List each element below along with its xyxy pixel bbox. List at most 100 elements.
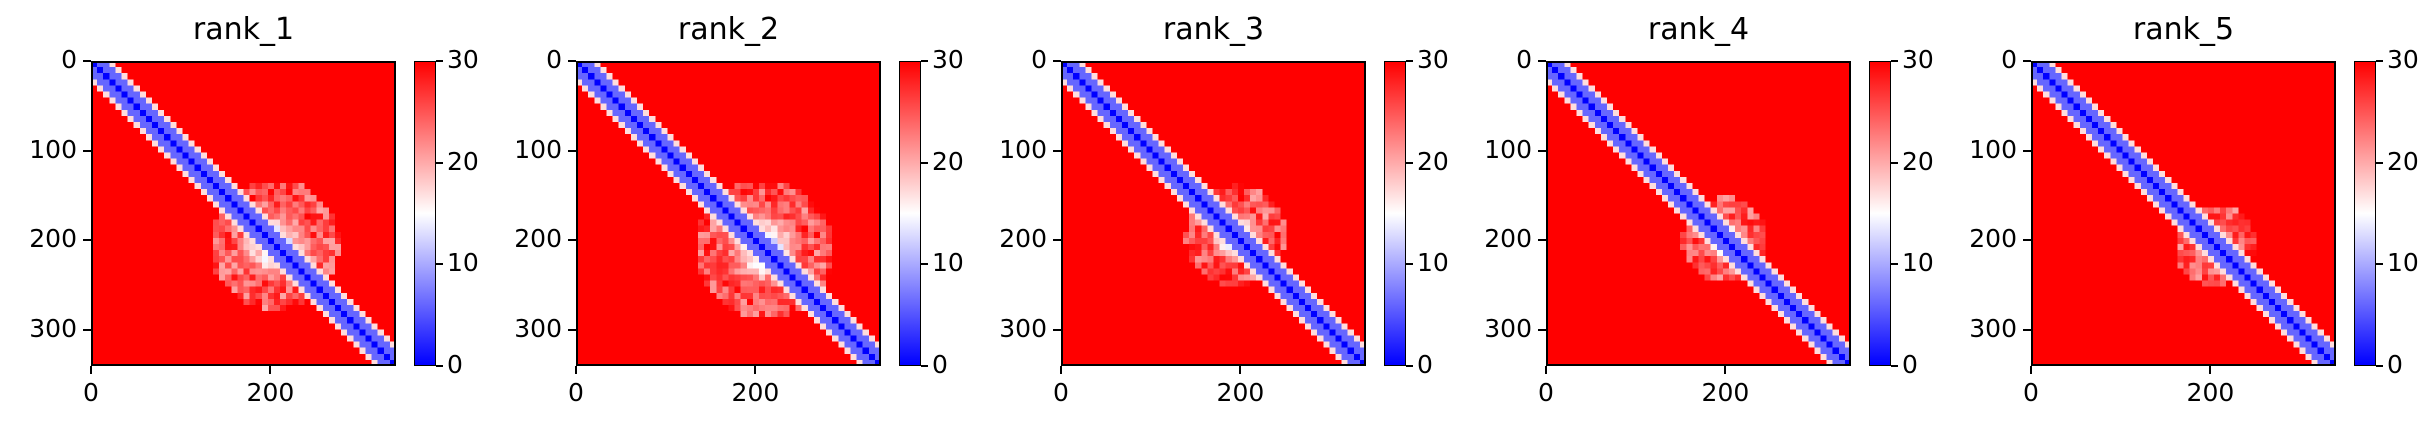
heatmap-cell bbox=[206, 225, 214, 233]
heatmap-cell bbox=[856, 237, 864, 245]
heatmap-cell bbox=[612, 201, 620, 208]
heatmap-cell bbox=[371, 164, 379, 172]
heatmap-cell bbox=[182, 128, 190, 135]
heatmap-cell bbox=[771, 158, 778, 166]
heatmap-cell bbox=[844, 347, 852, 355]
heatmap-cell bbox=[728, 109, 736, 117]
heatmap-cell bbox=[139, 103, 147, 111]
heatmap-cell bbox=[746, 91, 754, 99]
heatmap-cell bbox=[710, 311, 717, 318]
heatmap-cell bbox=[353, 341, 360, 349]
heatmap-cell bbox=[752, 207, 760, 215]
heatmap-cell bbox=[710, 274, 717, 282]
heatmap-cell bbox=[862, 237, 870, 245]
heatmap-cell bbox=[862, 140, 870, 147]
heatmap-cell bbox=[194, 317, 202, 324]
heatmap-cell bbox=[274, 97, 281, 105]
heatmap-cell bbox=[576, 305, 583, 312]
heatmap-cell bbox=[673, 329, 681, 337]
heatmap-cell bbox=[679, 323, 687, 330]
heatmap-cell bbox=[97, 311, 104, 318]
heatmap-cell bbox=[231, 353, 238, 361]
heatmap-cell bbox=[807, 207, 815, 215]
heatmap-cell bbox=[383, 268, 391, 276]
heatmap-cell bbox=[679, 292, 687, 300]
heatmap-cell bbox=[194, 79, 202, 86]
heatmap-cell bbox=[691, 231, 699, 239]
heatmap-cell bbox=[728, 103, 736, 111]
heatmap-cell bbox=[237, 317, 245, 324]
heatmap-cell bbox=[746, 122, 754, 129]
heatmap-cell bbox=[213, 140, 220, 147]
heatmap-cell bbox=[286, 140, 293, 147]
heatmap-cell bbox=[759, 109, 766, 117]
heatmap-cell bbox=[777, 292, 784, 300]
heatmap-cell bbox=[182, 189, 190, 196]
heatmap-cell bbox=[170, 274, 177, 282]
heatmap-cell bbox=[298, 67, 306, 74]
heatmap-cell bbox=[637, 268, 644, 276]
heatmap-cell bbox=[274, 128, 281, 135]
heatmap-cell bbox=[91, 109, 98, 117]
heatmap-cell bbox=[341, 152, 348, 160]
heatmap-cell bbox=[353, 128, 360, 135]
heatmap-cell bbox=[862, 189, 870, 196]
heatmap-cell bbox=[704, 329, 711, 337]
heatmap-cell bbox=[97, 274, 104, 282]
heatmap-cell bbox=[176, 189, 184, 196]
heatmap-cell bbox=[752, 189, 760, 196]
heatmap-cell bbox=[643, 122, 650, 129]
heatmap-cell bbox=[109, 244, 116, 251]
heatmap-cell bbox=[576, 73, 583, 80]
heatmap-cell bbox=[377, 305, 385, 312]
heatmap-cell bbox=[304, 140, 312, 147]
heatmap-cell bbox=[612, 292, 620, 300]
colorbar-tick-mark bbox=[436, 365, 443, 367]
heatmap-cell bbox=[807, 292, 815, 300]
heatmap-cell bbox=[752, 341, 760, 349]
heatmap-cell bbox=[328, 79, 336, 86]
heatmap-cell bbox=[261, 250, 269, 257]
heatmap-cell bbox=[243, 85, 251, 93]
heatmap-cell bbox=[127, 329, 135, 337]
heatmap-cell bbox=[261, 213, 269, 221]
heatmap-cell bbox=[649, 183, 656, 190]
heatmap-cell bbox=[249, 128, 257, 135]
heatmap-cell bbox=[261, 286, 269, 294]
heatmap-cell bbox=[194, 170, 202, 178]
heatmap-cell bbox=[316, 189, 324, 196]
heatmap-cell bbox=[734, 274, 742, 282]
heatmap-cell bbox=[152, 176, 159, 184]
heatmap-cell bbox=[115, 158, 123, 166]
heatmap-cell bbox=[353, 262, 360, 269]
heatmap-cell bbox=[722, 170, 730, 178]
heatmap-svg bbox=[576, 61, 881, 366]
heatmap-cell bbox=[158, 109, 165, 117]
heatmap-cell bbox=[261, 61, 269, 68]
heatmap-cell bbox=[874, 317, 881, 324]
heatmap-cell bbox=[213, 103, 220, 111]
heatmap-cell bbox=[576, 262, 583, 269]
heatmap-cell bbox=[862, 97, 870, 105]
heatmap-cell bbox=[109, 122, 116, 129]
heatmap-cell bbox=[856, 323, 864, 330]
heatmap-cell bbox=[176, 213, 184, 221]
heatmap-cell bbox=[813, 201, 821, 208]
heatmap-cell bbox=[347, 353, 354, 361]
heatmap-cell bbox=[685, 79, 693, 86]
heatmap-cell bbox=[328, 176, 336, 184]
heatmap-cell bbox=[316, 207, 324, 215]
heatmap-cell bbox=[606, 170, 614, 178]
heatmap-cell bbox=[862, 225, 870, 233]
heatmap-cell bbox=[152, 61, 159, 68]
heatmap-cell bbox=[600, 323, 608, 330]
heatmap-cell bbox=[328, 268, 336, 276]
heatmap-cell bbox=[127, 213, 135, 221]
heatmap-cell bbox=[850, 298, 858, 306]
heatmap-cell bbox=[576, 353, 583, 361]
heatmap-cell bbox=[856, 140, 864, 147]
heatmap-cell bbox=[691, 201, 699, 208]
heatmap-cell bbox=[838, 207, 845, 215]
heatmap-cell bbox=[200, 158, 208, 166]
heatmap-cell bbox=[594, 152, 601, 160]
